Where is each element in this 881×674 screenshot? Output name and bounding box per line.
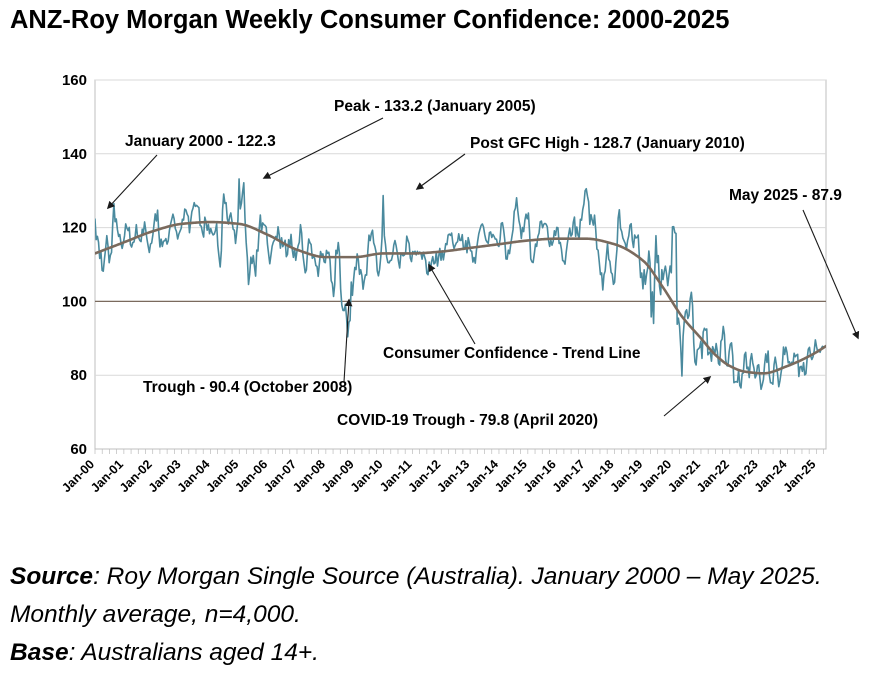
svg-text:Post GFC High - 128.7 (January: Post GFC High - 128.7 (January 2010) bbox=[470, 135, 745, 152]
svg-text:140: 140 bbox=[62, 146, 87, 163]
svg-text:Jan-10: Jan-10 bbox=[348, 457, 386, 495]
svg-text:60: 60 bbox=[70, 441, 87, 458]
svg-text:Peak - 133.2 (January 2005): Peak - 133.2 (January 2005) bbox=[334, 98, 536, 115]
svg-text:Consumer Confidence - Trend L: Consumer Confidence - Trend Line bbox=[383, 345, 641, 362]
svg-text:120: 120 bbox=[62, 220, 87, 237]
svg-text:May 2025 - 87.9: May 2025 - 87.9 bbox=[729, 187, 842, 204]
svg-text:COVID-19 Trough - 79.8 (April: COVID-19 Trough - 79.8 (April 2020) bbox=[337, 412, 598, 429]
svg-text:Jan-25: Jan-25 bbox=[781, 457, 819, 495]
svg-text:100: 100 bbox=[62, 293, 87, 310]
svg-text:January 2000 - 122.3: January 2000 - 122.3 bbox=[125, 133, 276, 150]
svg-text:Trough - 90.4 (October 2008): Trough - 90.4 (October 2008) bbox=[143, 379, 352, 396]
svg-text:160: 160 bbox=[62, 72, 87, 89]
svg-text:80: 80 bbox=[70, 367, 87, 384]
